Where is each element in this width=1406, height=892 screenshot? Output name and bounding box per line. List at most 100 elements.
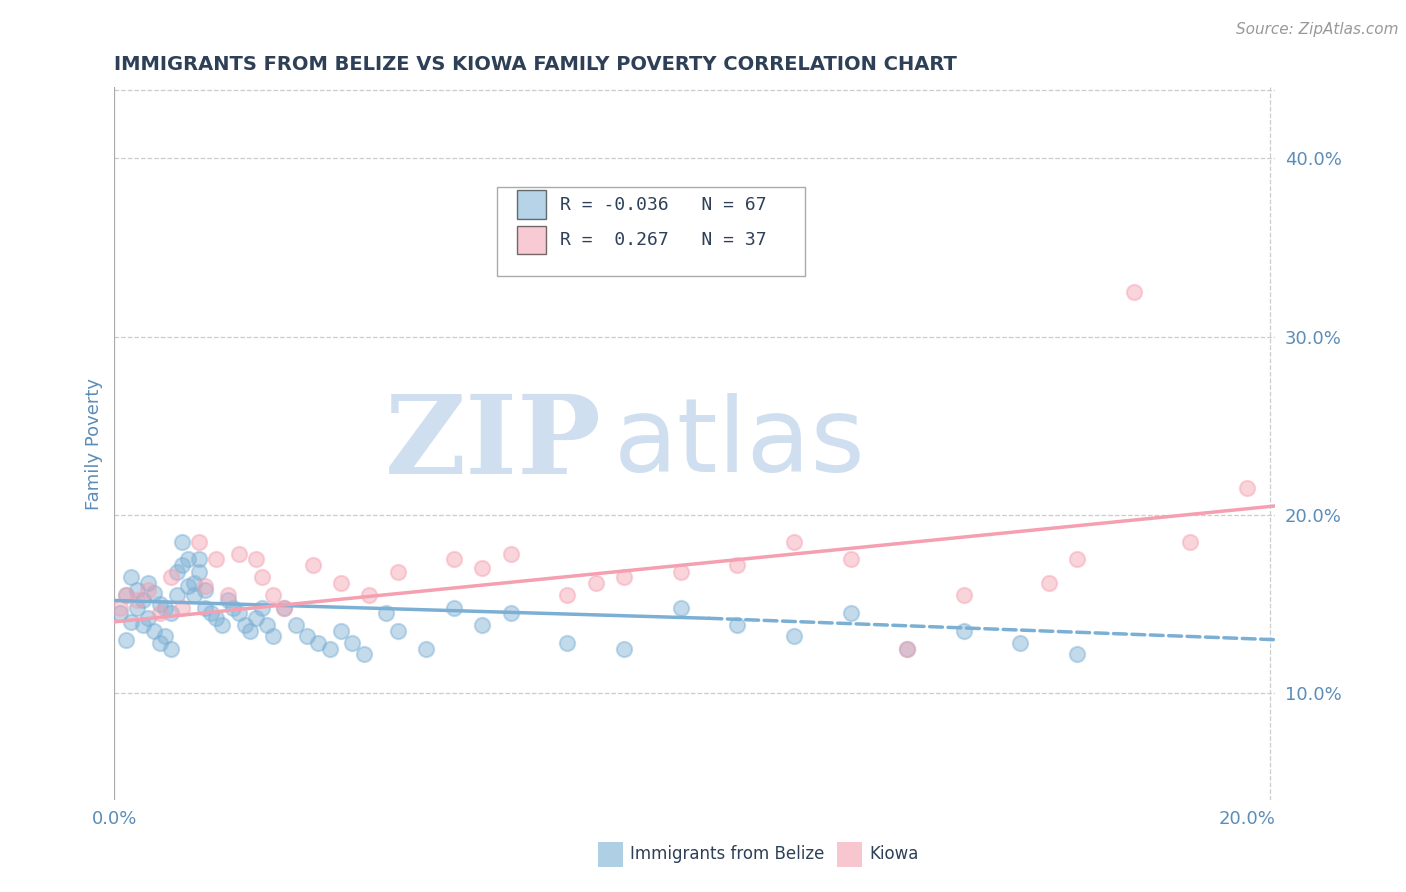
Point xyxy=(183,575,205,590)
Point xyxy=(471,618,494,632)
Point xyxy=(217,588,239,602)
Point xyxy=(108,606,131,620)
Point xyxy=(188,552,211,566)
Point xyxy=(1066,552,1088,566)
Point xyxy=(783,629,806,643)
Point xyxy=(1038,575,1060,590)
Point xyxy=(149,597,172,611)
Point xyxy=(138,575,160,590)
Text: ZIP: ZIP xyxy=(385,390,602,497)
Point xyxy=(120,615,142,629)
Point xyxy=(353,647,375,661)
Point xyxy=(725,558,748,572)
Point xyxy=(557,588,579,602)
Point xyxy=(188,534,211,549)
Point xyxy=(177,552,200,566)
Point xyxy=(166,565,188,579)
Point xyxy=(669,565,692,579)
Point xyxy=(194,579,217,593)
Point xyxy=(138,582,160,597)
Point xyxy=(114,588,136,602)
Point xyxy=(1180,534,1202,549)
Point xyxy=(273,600,295,615)
Point xyxy=(585,575,607,590)
Point xyxy=(160,570,183,584)
Point xyxy=(387,565,409,579)
Point xyxy=(194,600,217,615)
FancyBboxPatch shape xyxy=(498,186,806,276)
Point xyxy=(839,552,862,566)
Point xyxy=(205,552,228,566)
Point xyxy=(613,570,636,584)
Point xyxy=(194,582,217,597)
Text: Immigrants from Belize: Immigrants from Belize xyxy=(630,846,824,863)
Point xyxy=(188,565,211,579)
Point xyxy=(160,641,183,656)
Point xyxy=(415,641,437,656)
Point xyxy=(239,624,262,638)
Point xyxy=(143,586,166,600)
Point xyxy=(125,593,148,607)
Point xyxy=(228,606,250,620)
Point xyxy=(160,606,183,620)
Text: R =  0.267   N = 37: R = 0.267 N = 37 xyxy=(560,231,766,249)
Point xyxy=(245,552,267,566)
FancyBboxPatch shape xyxy=(517,226,546,254)
Point xyxy=(211,618,233,632)
Point xyxy=(177,579,200,593)
Point xyxy=(245,611,267,625)
Point xyxy=(307,636,329,650)
Text: Source: ZipAtlas.com: Source: ZipAtlas.com xyxy=(1236,22,1399,37)
Point xyxy=(205,611,228,625)
Text: atlas: atlas xyxy=(613,393,865,494)
Point xyxy=(217,593,239,607)
Point xyxy=(284,618,307,632)
Point xyxy=(172,600,194,615)
Point xyxy=(318,641,340,656)
Point xyxy=(183,588,205,602)
Point xyxy=(143,624,166,638)
Point xyxy=(1066,647,1088,661)
Point xyxy=(952,588,974,602)
Point xyxy=(295,629,318,643)
Point xyxy=(222,600,245,615)
Point xyxy=(228,547,250,561)
Point xyxy=(114,632,136,647)
Point xyxy=(172,558,194,572)
Point xyxy=(273,600,295,615)
Point xyxy=(375,606,398,620)
Point xyxy=(149,606,172,620)
Point xyxy=(359,588,381,602)
Point xyxy=(613,641,636,656)
Point xyxy=(155,629,177,643)
Point xyxy=(1236,481,1258,495)
Point xyxy=(262,588,284,602)
Point xyxy=(256,618,278,632)
Y-axis label: Family Poverty: Family Poverty xyxy=(86,377,103,509)
Point xyxy=(443,552,465,566)
Point xyxy=(725,618,748,632)
Point xyxy=(262,629,284,643)
Text: IMMIGRANTS FROM BELIZE VS KIOWA FAMILY POVERTY CORRELATION CHART: IMMIGRANTS FROM BELIZE VS KIOWA FAMILY P… xyxy=(114,55,957,74)
Point xyxy=(125,582,148,597)
Point xyxy=(250,570,273,584)
Point xyxy=(233,618,256,632)
Point xyxy=(1010,636,1032,650)
Point xyxy=(499,606,522,620)
Point xyxy=(149,636,172,650)
Point xyxy=(896,641,918,656)
Point xyxy=(166,588,188,602)
Point xyxy=(250,600,273,615)
Text: R = -0.036   N = 67: R = -0.036 N = 67 xyxy=(560,195,766,213)
Point xyxy=(839,606,862,620)
Point xyxy=(342,636,364,650)
FancyBboxPatch shape xyxy=(517,190,546,219)
Point xyxy=(952,624,974,638)
Point xyxy=(108,600,131,615)
Point xyxy=(329,624,352,638)
Point xyxy=(783,534,806,549)
Point xyxy=(301,558,323,572)
Text: Kiowa: Kiowa xyxy=(869,846,918,863)
Point xyxy=(132,618,155,632)
Point xyxy=(155,600,177,615)
